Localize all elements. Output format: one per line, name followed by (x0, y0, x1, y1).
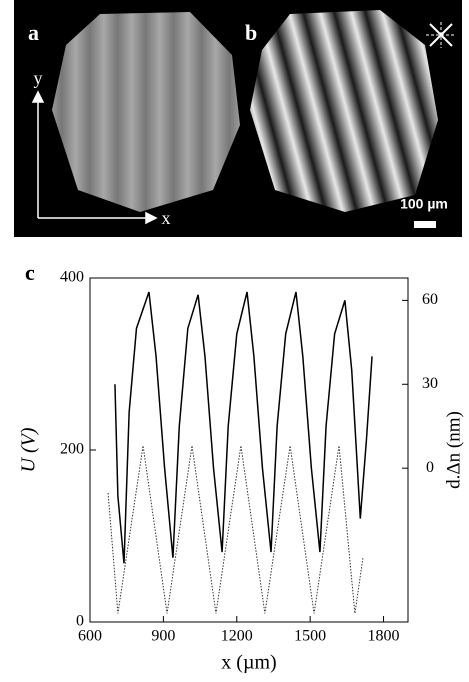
y2-tick-label: 30 (422, 375, 438, 392)
y2-tick-label: 60 (422, 291, 438, 308)
y-tick-label: 400 (60, 269, 84, 286)
sample-image-b (250, 10, 438, 212)
x-axis-title: x (µm) (221, 652, 276, 674)
sample-image-a (52, 12, 240, 212)
x-tick-label: 600 (78, 628, 102, 645)
y-tick-label: 0 (76, 613, 84, 630)
data-line (114, 291, 373, 564)
panel-label: a (28, 20, 39, 45)
x-tick-label: 1500 (294, 628, 326, 645)
x-tick-label: 900 (151, 628, 175, 645)
y2-axis-title: d.Δn (nm) (443, 411, 464, 489)
y2-tick-label: 0 (426, 459, 434, 476)
axis-label-y: y (34, 68, 43, 88)
axis-arrows (31, 90, 158, 225)
panel-label: c (25, 260, 35, 285)
y-tick-label: 200 (60, 441, 84, 458)
plot-frame (89, 277, 409, 623)
y-axis-title: U (V) (18, 427, 40, 472)
scale-bar-label: 100 µm (400, 196, 448, 212)
scale-bar (414, 221, 436, 228)
axis-label-x: x (162, 208, 171, 228)
polarizer-icon (426, 22, 456, 48)
panel-label: b (245, 20, 257, 45)
x-tick-label: 1200 (221, 628, 253, 645)
x-tick-label: 1800 (368, 628, 400, 645)
data-line (107, 445, 364, 614)
